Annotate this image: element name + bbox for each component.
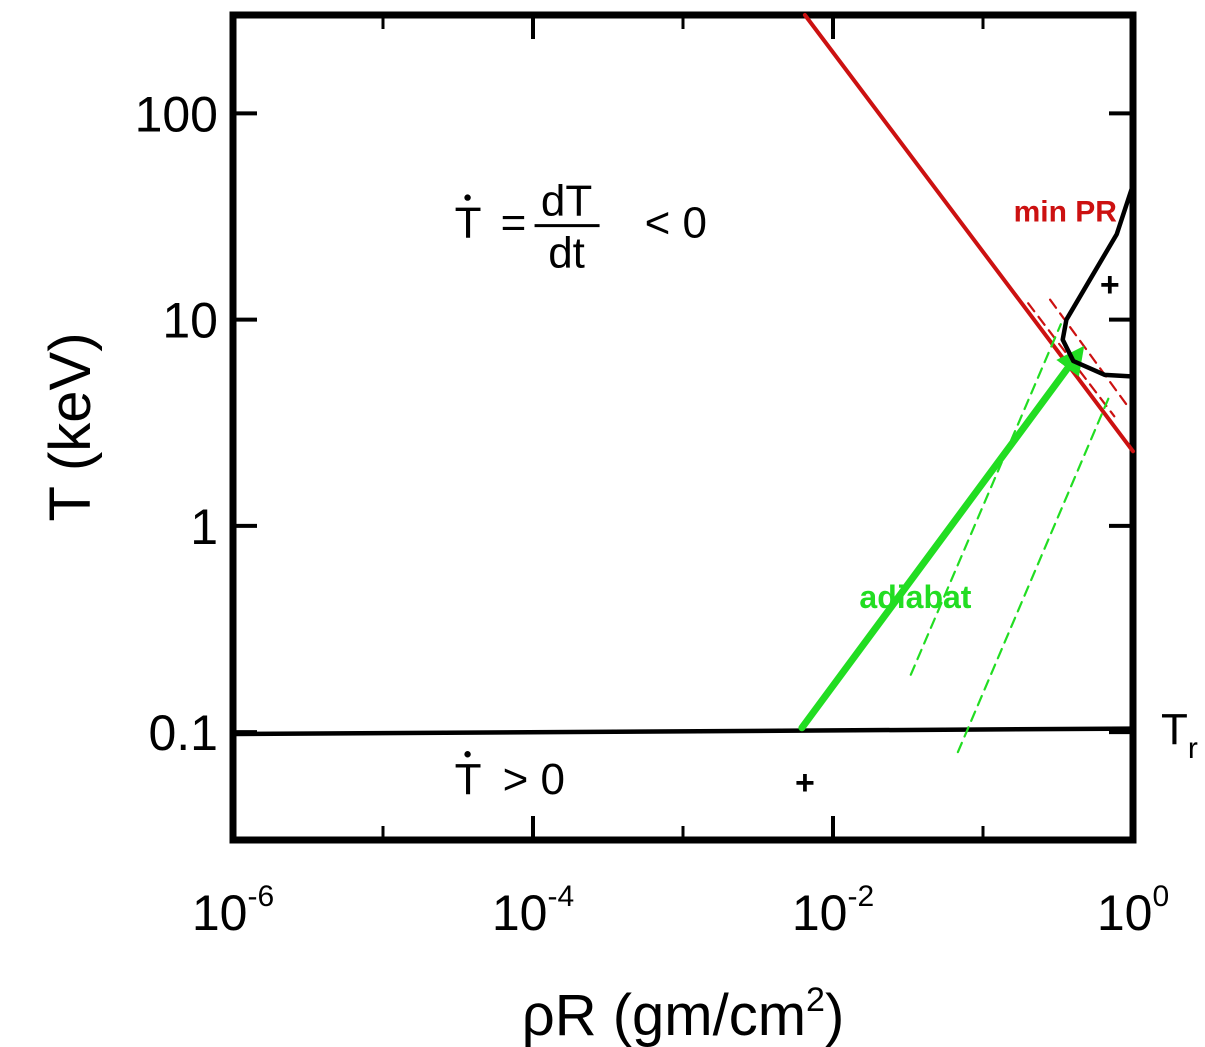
x-tick-label: 10-4 [492, 880, 574, 941]
plus-marker: + [795, 764, 815, 802]
fraction-denominator: dt [548, 229, 585, 278]
series-line-3 [230, 726, 1136, 737]
plot-frame [229, 11, 1137, 844]
series-line-4 [798, 345, 1085, 732]
tdot-symbol: T [455, 199, 482, 248]
inequality-negative: < 0 [645, 199, 707, 248]
x-axis-title: ρR (gm/cm2) [522, 981, 845, 1047]
tdot-dot-lower [464, 751, 471, 758]
x-tick-label: 100 [1097, 880, 1169, 941]
fraction-numerator: dT [541, 177, 592, 226]
tdot-symbol-lower: T [455, 755, 482, 804]
adiabat-label: adiabat [859, 579, 971, 615]
tr-label: Tr [1161, 705, 1198, 765]
series-line-6 [956, 394, 1111, 754]
y-tick-label: 100 [135, 86, 218, 142]
plus-marker: + [1100, 266, 1120, 304]
y-tick-label: 1 [190, 499, 218, 555]
min-pr-label: min PR [1014, 195, 1118, 228]
x-tick-label: 10-2 [792, 880, 874, 941]
series-line-0 [802, 13, 1135, 454]
series-line-7 [1060, 182, 1136, 379]
tdot-dot [464, 194, 471, 201]
equals-sign: = [501, 199, 527, 248]
inequality-positive: > 0 [503, 755, 565, 804]
y-tick-label: 10 [162, 293, 218, 349]
series-line-2 [1048, 298, 1128, 406]
y-axis-title: T (keV) [38, 332, 103, 521]
y-tick-label: 0.1 [148, 705, 218, 761]
series-line-5 [909, 323, 1062, 676]
x-tick-label: 10-6 [192, 880, 274, 941]
